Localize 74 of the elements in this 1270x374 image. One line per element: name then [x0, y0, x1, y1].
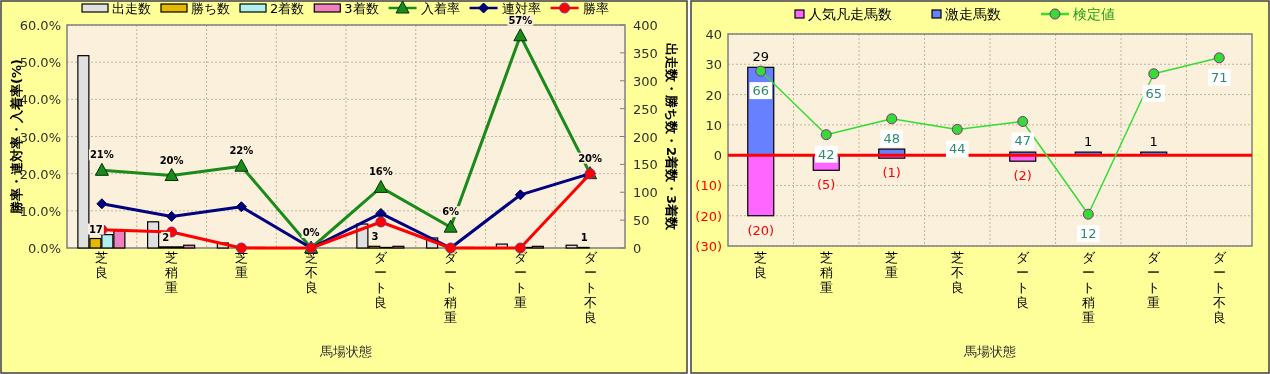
- x-tick-label: 芝良: [95, 250, 109, 280]
- legend-label: 3着数: [344, 1, 379, 16]
- data-label: 20%: [159, 154, 184, 166]
- data-label: 16%: [368, 166, 393, 178]
- legend-label: 勝ち数: [191, 1, 230, 16]
- data-label: 44: [948, 141, 966, 157]
- y-tick-label: (30): [695, 239, 722, 254]
- data-label: 22%: [229, 145, 254, 157]
- data-label: 42: [817, 146, 835, 162]
- x-axis-title: 馬場状態: [963, 344, 1016, 359]
- data-label: 20%: [578, 152, 603, 164]
- data-label: 48: [883, 130, 901, 146]
- y2-tick-label: 250: [633, 101, 658, 117]
- x-tick-label: ダート良: [374, 250, 389, 310]
- y-tick-label: 0.0%: [27, 241, 61, 256]
- y-tick-label: 10: [705, 117, 722, 133]
- y-tick-label: (10): [695, 178, 722, 194]
- data-label: 12: [1079, 226, 1097, 242]
- data-label: 6%: [442, 206, 460, 218]
- y2-tick-label: 50: [633, 213, 650, 229]
- y-tick-label: 30: [705, 57, 722, 73]
- x-tick-label: ダート良: [1016, 250, 1031, 310]
- x-tick-label: 芝稍重: [819, 250, 833, 295]
- legend-label: 出走数: [112, 1, 151, 16]
- data-label: 29: [752, 49, 770, 65]
- x-tick-label: 芝重: [885, 250, 899, 280]
- y2-tick-label: 200: [633, 129, 658, 145]
- y2-tick-label: 0: [633, 241, 642, 256]
- data-label: 66: [752, 83, 770, 99]
- data-label: 17: [88, 223, 103, 235]
- y2-tick-label: 350: [633, 45, 658, 61]
- legend-label: 人気凡走馬数: [808, 6, 892, 22]
- x-tick-label: ダート重: [1147, 250, 1162, 310]
- data-label: (2): [1013, 168, 1032, 184]
- legend-label: 連対率: [501, 1, 541, 16]
- data-label: 3: [371, 231, 379, 243]
- data-label: (20): [747, 222, 775, 238]
- data-label: 1: [1084, 134, 1093, 150]
- y-tick-label: 0: [713, 148, 722, 164]
- legend-label: 検定値: [1073, 6, 1115, 22]
- y-tick-label: 40: [705, 27, 722, 42]
- x-tick-label: 芝重: [234, 250, 248, 280]
- data-label: 2: [162, 231, 170, 243]
- x-tick-label: ダート重: [513, 250, 528, 310]
- x-tick-label: ダート不良: [583, 250, 598, 325]
- x-tick-label: 芝良: [754, 250, 768, 280]
- data-label: 47: [1014, 133, 1032, 149]
- x-tick-label: ダート稍重: [444, 250, 459, 325]
- legend-label: 2着数: [270, 1, 305, 16]
- legend-label: 激走馬数: [945, 6, 1001, 22]
- data-label: 1: [580, 232, 588, 244]
- y2-tick-label: 300: [633, 73, 658, 89]
- data-label: (5): [817, 177, 836, 193]
- y-tick-label: (20): [695, 208, 722, 224]
- y2-tick-label: 400: [633, 18, 658, 33]
- data-label: 0%: [302, 227, 320, 238]
- x-tick-label: 芝稍重: [165, 250, 179, 295]
- data-label: 57%: [508, 14, 533, 26]
- y2-axis-title: 出走数・勝ち数・2着数・3着数: [664, 42, 679, 232]
- legend-label: 勝率: [582, 1, 609, 16]
- y2-tick-label: 150: [633, 157, 658, 173]
- y-tick-label: 60.0%: [19, 18, 61, 33]
- data-label: 65: [1145, 85, 1163, 101]
- y-tick-label: 20: [705, 87, 722, 103]
- y2-tick-label: 100: [633, 185, 658, 201]
- x-tick-label: ダート不良: [1212, 250, 1227, 325]
- data-label: 71: [1210, 69, 1228, 85]
- data-label: 1: [1149, 134, 1158, 150]
- data-label: 21%: [89, 149, 114, 161]
- x-tick-label: ダート稍重: [1081, 250, 1096, 325]
- x-axis-title: 馬場状態: [319, 344, 372, 359]
- data-label: (1): [882, 165, 901, 181]
- legend-label: 入着率: [420, 1, 460, 16]
- x-tick-label: 芝不良: [950, 250, 964, 295]
